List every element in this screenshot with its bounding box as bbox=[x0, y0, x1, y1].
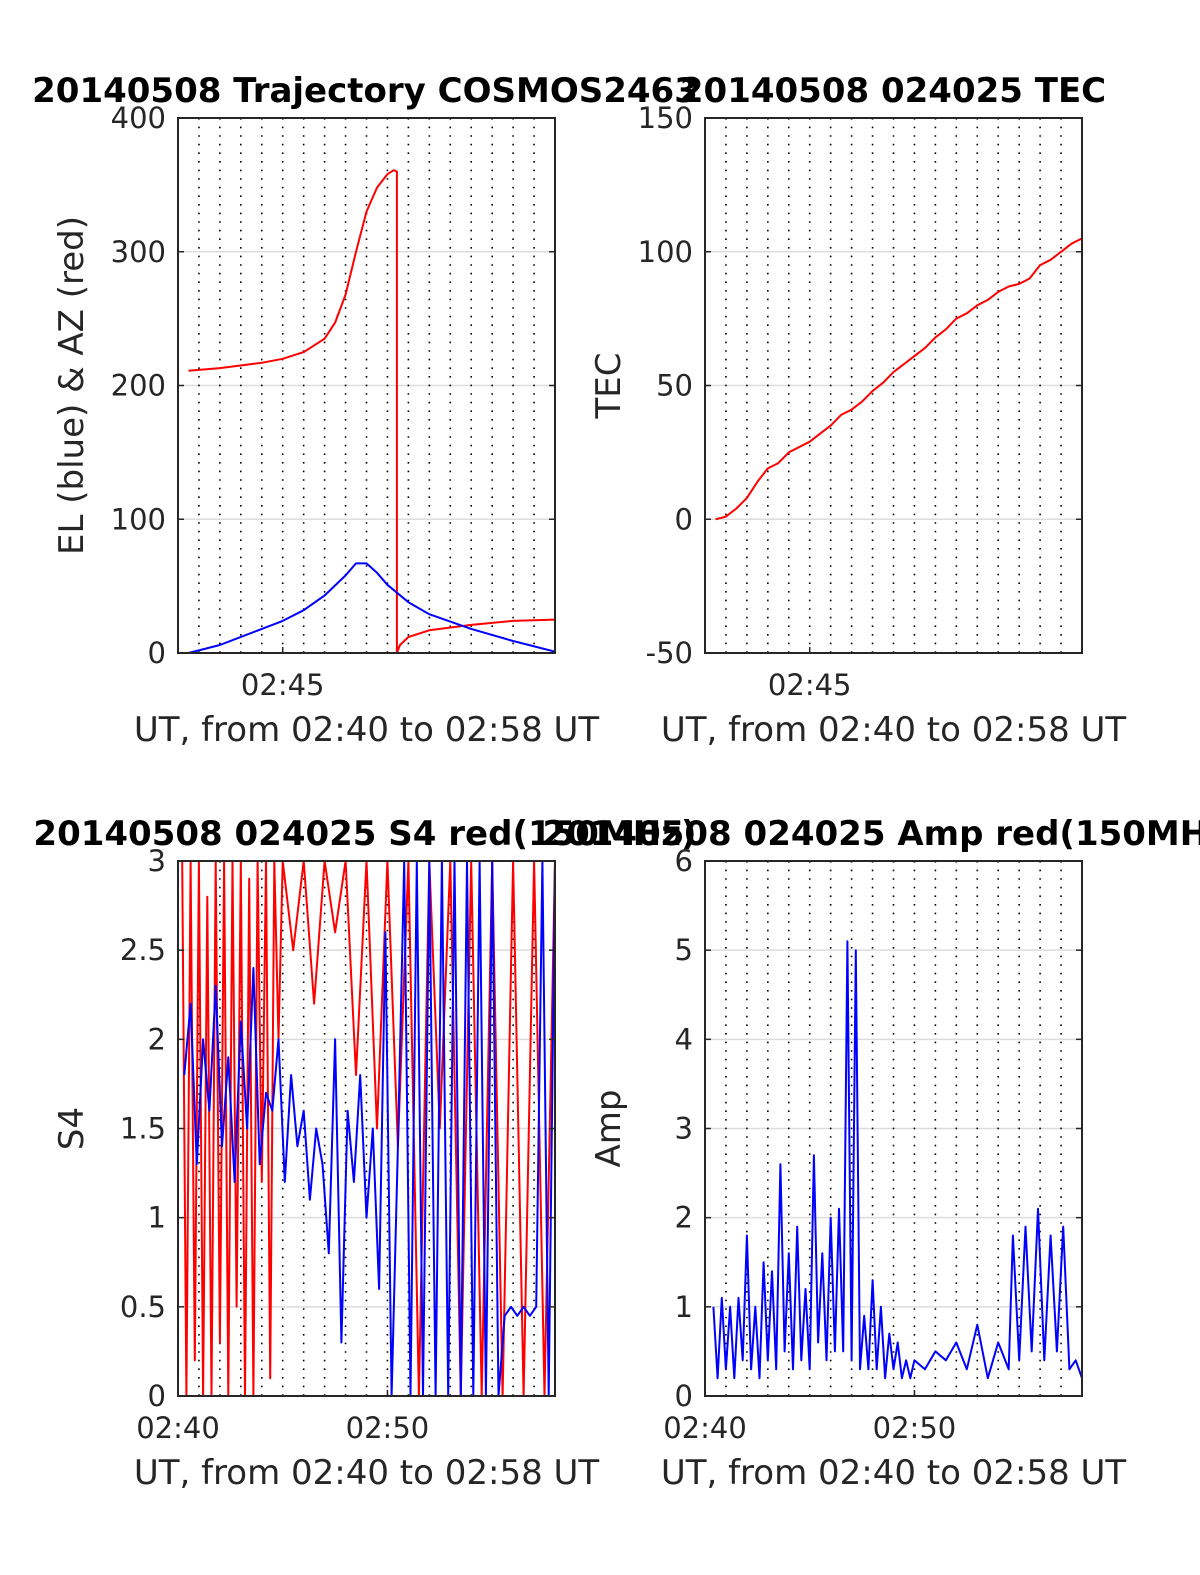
s4-ytick-label: 0.5 bbox=[120, 1290, 166, 1324]
trajectory-series-0 bbox=[188, 169, 555, 653]
trajectory-ytick-label: 0 bbox=[148, 636, 166, 670]
s4-ytick-label: 2 bbox=[148, 1022, 166, 1056]
s4-ytick-label: 0 bbox=[148, 1379, 166, 1413]
s4-ytick-label: 2.5 bbox=[120, 933, 166, 967]
amp-chart: 0 1 2 3 4 5 6 02:40 02:50 UT, from 02:40 to 02:58… bbox=[542, 814, 1200, 1493]
trajectory-ytick-label: 300 bbox=[111, 235, 166, 269]
amp-ytick-label: 0 bbox=[675, 1379, 693, 1413]
amp-ytick-label: 2 bbox=[675, 1201, 693, 1235]
tec-xtick-label: 02:45 bbox=[768, 668, 852, 702]
s4-xlabel: UT, from 02:40 to 02:58 UT bbox=[134, 1453, 600, 1493]
trajectory-ytick-label: 400 bbox=[111, 101, 166, 135]
s4-chart: 0 0.5 1 1.5 2 2.5 3 02:40 02:50 UT, from 02:40 to… bbox=[33, 814, 696, 1493]
amp-ylabel: Amp bbox=[589, 1090, 629, 1168]
s4-xtick-label: 02:50 bbox=[346, 1411, 430, 1445]
tec-ytick-label: 50 bbox=[656, 369, 693, 403]
amp-xlabel: UT, from 02:40 to 02:58 UT bbox=[661, 1453, 1127, 1493]
tec-ytick-label: 0 bbox=[675, 502, 693, 536]
s4-xtick-label: 02:40 bbox=[136, 1411, 220, 1445]
tec-title: 20140508 024025 TEC bbox=[680, 71, 1106, 111]
s4-ytick-label: 1 bbox=[148, 1201, 166, 1235]
amp-ytick-label: 5 bbox=[675, 933, 693, 967]
amp-ytick-label: 6 bbox=[675, 844, 693, 878]
s4-ytick-label: 3 bbox=[148, 844, 166, 878]
s4-ytick-label: 1.5 bbox=[120, 1112, 166, 1146]
tec-xlabel: UT, from 02:40 to 02:58 UT bbox=[661, 710, 1127, 750]
s4-series-1 bbox=[183, 861, 555, 1396]
amp-title: 20140508 024025 Amp red(150MHz) bbox=[542, 814, 1200, 854]
tec-series-0 bbox=[715, 237, 1082, 521]
trajectory-series-1 bbox=[188, 562, 555, 653]
trajectory-title: 20140508 Trajectory COSMOS2463 bbox=[32, 71, 698, 111]
trajectory-xtick-label: 02:45 bbox=[241, 668, 325, 702]
tec-ytick-label: 150 bbox=[638, 101, 693, 135]
trajectory-ytick-label: 100 bbox=[111, 502, 166, 536]
tec-chart: -50 0 50 100 150 02:45 UT, from 02:40 to 02:58… bbox=[589, 71, 1126, 750]
tec-ytick-label: -50 bbox=[646, 636, 693, 670]
amp-xtick-label: 02:50 bbox=[873, 1411, 957, 1445]
trajectory-ytick-label: 200 bbox=[111, 369, 166, 403]
trajectory-xlabel: UT, from 02:40 to 02:58 UT bbox=[134, 710, 600, 750]
amp-series-0 bbox=[712, 940, 1082, 1380]
amp-ytick-label: 1 bbox=[675, 1290, 693, 1324]
amp-ytick-label: 4 bbox=[675, 1022, 693, 1056]
s4-title: 20140508 024025 S4 red(150MHz) bbox=[33, 814, 696, 854]
tec-ylabel: TEC bbox=[589, 353, 629, 420]
trajectory-chart: 0 100 200 300 400 02:45 UT, from 02:40 to 02:5… bbox=[32, 71, 698, 750]
amp-ytick-label: 3 bbox=[675, 1112, 693, 1146]
trajectory-ylabel: EL (blue) & AZ (red) bbox=[52, 216, 92, 555]
s4-ylabel: S4 bbox=[52, 1107, 92, 1150]
amp-xtick-label: 02:40 bbox=[663, 1411, 747, 1445]
tec-ytick-label: 100 bbox=[638, 235, 693, 269]
